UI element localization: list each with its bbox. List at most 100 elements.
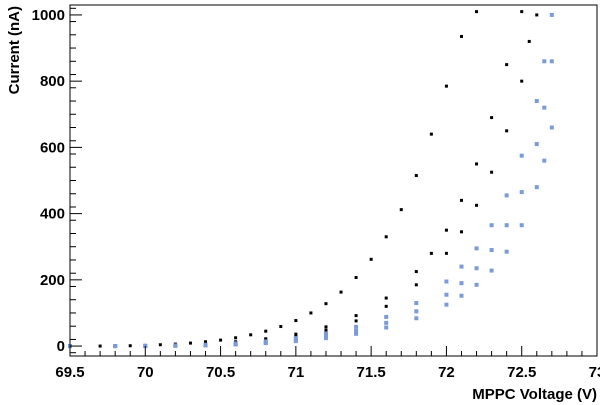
data-point-s0-16 xyxy=(339,290,343,294)
x-tick-label: 69.5 xyxy=(55,364,84,381)
data-point-s0-18 xyxy=(369,257,373,261)
x-tick-label: 72 xyxy=(438,364,455,381)
data-point-s5-7 xyxy=(293,339,298,344)
data-point-s0-9 xyxy=(234,336,238,340)
data-point-s5-8 xyxy=(323,336,328,341)
data-point-s2-13 xyxy=(459,230,463,234)
y-axis-title: Current (nA) xyxy=(6,6,23,94)
data-point-s0-20 xyxy=(399,208,403,212)
data-point-s0-4 xyxy=(158,343,162,347)
data-point-s4-17 xyxy=(519,190,524,195)
data-point-s5-13 xyxy=(459,293,464,298)
plot-frame xyxy=(69,4,598,357)
data-point-s1-14 xyxy=(459,198,463,202)
data-point-s3-9 xyxy=(354,324,359,329)
x-tick-label: 71.5 xyxy=(357,364,386,381)
data-point-s0-10 xyxy=(249,333,253,337)
data-point-s2-11 xyxy=(414,283,418,287)
data-point-s1-13 xyxy=(444,228,448,232)
data-point-s4-12 xyxy=(444,292,449,297)
data-point-s0-7 xyxy=(204,340,208,344)
data-point-s0-24 xyxy=(459,34,463,38)
data-point-s2-14 xyxy=(475,203,479,207)
x-axis-title: MPPC Voltage (V) xyxy=(472,386,597,403)
y-tick-label: 200 xyxy=(40,272,65,289)
data-point-s0-15 xyxy=(324,302,328,306)
points-layer xyxy=(68,10,554,349)
data-point-s5-10 xyxy=(384,325,389,330)
data-point-s0-17 xyxy=(354,276,358,280)
data-point-s3-10 xyxy=(384,314,389,319)
x-tick-label: 71 xyxy=(288,364,305,381)
x-tick-label: 70.5 xyxy=(206,364,235,381)
data-point-s5-3 xyxy=(173,343,178,348)
data-point-s2-9 xyxy=(354,319,358,323)
data-point-s5-19 xyxy=(542,158,547,163)
data-point-s2-12 xyxy=(444,251,448,255)
data-point-s4-10 xyxy=(384,320,389,325)
data-point-s3-20 xyxy=(549,12,554,17)
data-point-s1-17 xyxy=(505,63,509,67)
data-point-s0-19 xyxy=(384,235,388,239)
data-point-s3-17 xyxy=(519,153,524,158)
data-point-s5-1 xyxy=(113,344,118,349)
data-point-s1-18 xyxy=(520,10,524,14)
data-point-s5-4 xyxy=(203,343,208,348)
data-point-s0-6 xyxy=(188,341,192,345)
x-tick-label: 73 xyxy=(589,364,600,381)
data-point-s1-12 xyxy=(429,251,433,255)
data-point-s5-20 xyxy=(549,125,554,130)
data-point-s3-16 xyxy=(504,193,509,198)
data-point-s3-18 xyxy=(534,99,539,104)
y-tick-label: 800 xyxy=(40,73,65,90)
data-point-s5-17 xyxy=(519,223,524,228)
data-point-s1-16 xyxy=(490,116,494,120)
data-point-s4-16 xyxy=(504,223,509,228)
data-point-s3-12 xyxy=(444,279,449,284)
y-tick-label: 600 xyxy=(40,139,65,156)
data-point-s2-10 xyxy=(384,304,388,308)
data-point-s4-15 xyxy=(489,248,494,253)
data-point-s5-5 xyxy=(233,342,238,347)
data-point-s3-19 xyxy=(542,59,547,64)
data-point-s3-14 xyxy=(474,246,479,251)
data-point-s0-12 xyxy=(279,325,283,329)
data-point-s0-22 xyxy=(429,132,433,136)
data-point-s5-6 xyxy=(263,341,268,346)
y-tick-label: 400 xyxy=(40,206,65,223)
y-tick-label: 0 xyxy=(57,338,65,355)
data-point-s3-11 xyxy=(414,301,419,306)
data-point-s2-18 xyxy=(527,39,531,43)
data-point-s1-9 xyxy=(354,314,358,318)
data-point-s0-11 xyxy=(264,329,268,333)
data-point-s0-13 xyxy=(294,319,298,323)
data-point-s5-16 xyxy=(504,249,509,254)
data-point-s5-9 xyxy=(354,331,359,336)
data-point-s5-14 xyxy=(474,282,479,287)
y-tick-label: 1000 xyxy=(32,7,65,24)
data-point-s5-12 xyxy=(444,302,449,307)
data-point-s1-10 xyxy=(384,296,388,300)
data-point-s0-1 xyxy=(98,344,102,348)
data-point-s4-19 xyxy=(542,105,547,110)
data-point-s1-7 xyxy=(294,332,298,336)
data-point-s0-21 xyxy=(414,174,418,178)
data-point-s0-23 xyxy=(444,84,448,88)
data-point-s2-15 xyxy=(490,170,494,174)
y-axis: 0 200 400 600 800 1000 xyxy=(32,7,82,355)
data-point-s4-18 xyxy=(534,142,539,147)
data-point-s0-14 xyxy=(309,311,313,315)
data-point-s1-11 xyxy=(414,270,418,274)
data-point-s0-25 xyxy=(475,10,479,14)
data-point-s0-8 xyxy=(219,338,223,342)
data-point-s3-15 xyxy=(489,223,494,228)
data-point-s1-15 xyxy=(475,162,479,166)
data-point-s2-16 xyxy=(505,129,509,133)
data-point-s0-2 xyxy=(128,344,132,348)
x-tick-label: 72.5 xyxy=(507,364,536,381)
data-point-s5-15 xyxy=(489,268,494,273)
data-point-s5-11 xyxy=(414,316,419,321)
data-point-s3-8 xyxy=(323,331,328,336)
data-point-s4-20 xyxy=(549,59,554,64)
